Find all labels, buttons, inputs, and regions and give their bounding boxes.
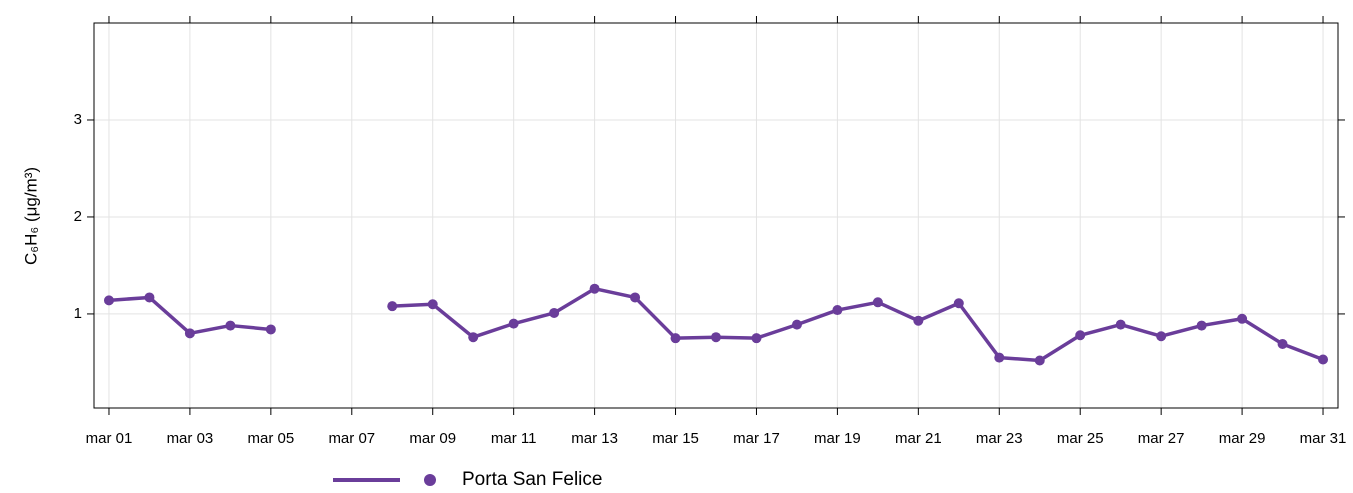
data-point: [144, 292, 155, 303]
data-point: [1318, 354, 1329, 365]
y-axis-label: C₆H₆ (μg/m³): [21, 167, 40, 265]
data-point: [103, 295, 114, 306]
data-point: [751, 333, 762, 344]
data-point: [387, 301, 398, 312]
x-tick-label: mar 27: [1138, 430, 1185, 447]
x-tick-label: mar 29: [1219, 430, 1266, 447]
x-tick-label: mar 21: [895, 430, 942, 447]
y-tick-label: 2: [74, 208, 82, 225]
x-tick-label: mar 03: [167, 430, 214, 447]
data-point: [630, 292, 641, 303]
data-point: [508, 318, 519, 329]
x-tick-label: mar 05: [248, 430, 295, 447]
data-point: [994, 352, 1005, 363]
y-tick-label: 3: [74, 111, 82, 128]
data-point: [265, 324, 276, 335]
x-tick-label: mar 25: [1057, 430, 1104, 447]
x-tick-label: mar 17: [733, 430, 780, 447]
x-tick-label: mar 07: [328, 430, 375, 447]
data-point: [1196, 320, 1207, 331]
x-tick-label: mar 01: [86, 430, 133, 447]
x-tick-label: mar 23: [976, 430, 1023, 447]
x-tick-label: mar 19: [814, 430, 861, 447]
data-point: [427, 299, 438, 310]
data-point: [225, 320, 236, 331]
data-point: [1277, 338, 1288, 349]
data-point: [832, 305, 843, 316]
data-point: [791, 319, 802, 330]
data-point: [549, 307, 560, 318]
data-point: [468, 332, 479, 343]
data-point: [589, 283, 600, 294]
data-point: [670, 333, 681, 344]
x-tick-label: mar 15: [652, 430, 699, 447]
plot-frame: [93, 22, 1339, 409]
legend-label: Porta San Felice: [462, 469, 602, 488]
x-tick-label: mar 09: [409, 430, 456, 447]
data-point: [872, 297, 883, 308]
data-point: [913, 315, 924, 326]
series-line: [108, 286, 1324, 363]
y-tick-label: 1: [74, 305, 82, 322]
data-point: [1237, 313, 1248, 324]
x-tick-label: mar 31: [1300, 430, 1347, 447]
data-point: [1156, 331, 1167, 342]
data-point: [1034, 355, 1045, 366]
x-tick-label: mar 13: [571, 430, 618, 447]
data-point: [711, 332, 721, 343]
data-point: [1115, 319, 1126, 330]
x-tick-label: mar 11: [491, 430, 537, 447]
legend-dot: [424, 474, 436, 486]
data-point: [953, 298, 964, 309]
data-point: [1075, 330, 1086, 341]
data-point: [184, 328, 195, 339]
